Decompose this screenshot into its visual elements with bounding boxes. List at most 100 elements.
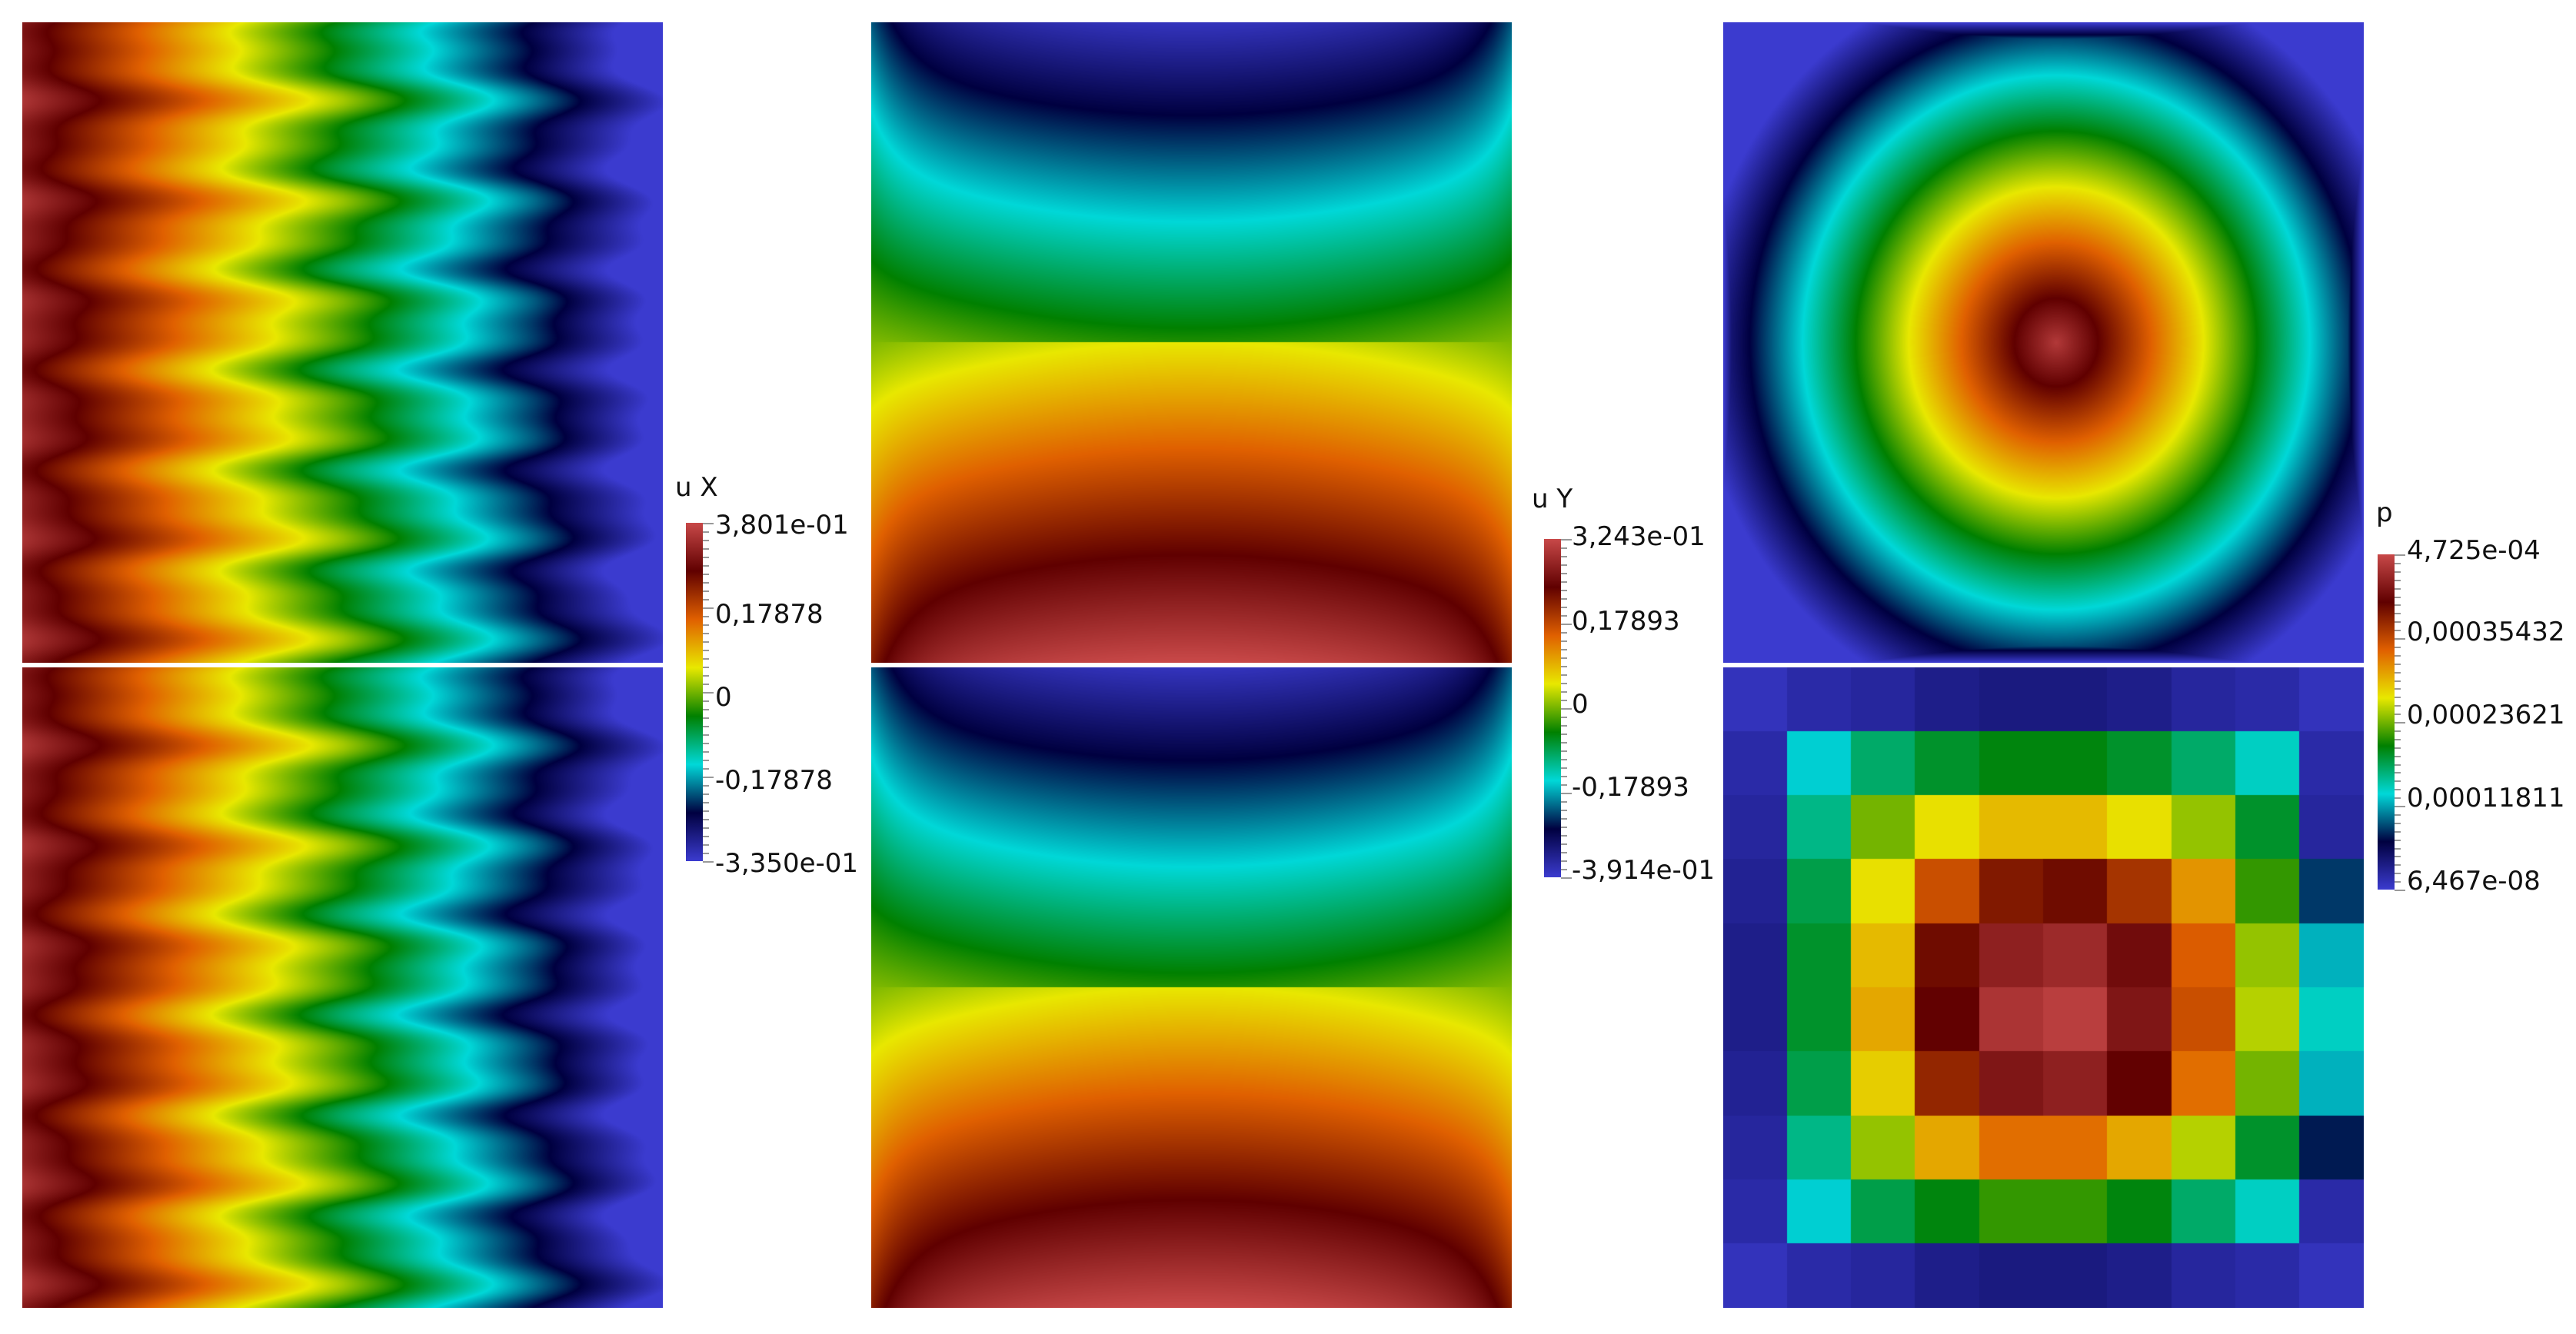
legend-p-mid-1: 0,00035432 bbox=[2407, 617, 2565, 647]
colorbar-tick bbox=[1561, 573, 1567, 574]
colorbar-tick bbox=[1561, 810, 1567, 811]
uy-field-bottom-canvas bbox=[871, 667, 1512, 1308]
colorbar-tick bbox=[2395, 772, 2401, 774]
colorbar-tick bbox=[2395, 763, 2401, 766]
colorbar-tick bbox=[1561, 843, 1567, 845]
colorbar-tick bbox=[703, 599, 709, 600]
ux-field-bottom bbox=[22, 667, 663, 1308]
colorbar-tick bbox=[1561, 615, 1567, 617]
colorbar-tick bbox=[1561, 869, 1567, 870]
colorbar-tick bbox=[703, 726, 709, 727]
colorbar-tick bbox=[2395, 806, 2405, 807]
colorbar-tick bbox=[703, 844, 709, 846]
colorbar-tick bbox=[703, 836, 709, 837]
colorbar-tick bbox=[1561, 581, 1567, 583]
colorbar-tick bbox=[703, 827, 709, 829]
colorbar-tick bbox=[1561, 666, 1567, 667]
legend-ux-mid-1: 0,17878 bbox=[715, 599, 824, 630]
legend-p-max: 4,725e-04 bbox=[2407, 535, 2541, 566]
uy-field-top bbox=[871, 22, 1512, 663]
legend-p-colorbar bbox=[2378, 554, 2395, 890]
colorbar-tick bbox=[1561, 759, 1567, 760]
colorbar-tick bbox=[703, 531, 709, 533]
colorbar-tick bbox=[703, 717, 709, 719]
legend-ux: u X 3,801e-01 0,17878 0 -0,17878 -3,350e… bbox=[669, 469, 869, 877]
legend-ux-mid-2: 0 bbox=[715, 682, 732, 713]
colorbar-tick bbox=[2395, 562, 2401, 564]
colorbar-tick bbox=[1561, 860, 1567, 862]
colorbar-tick bbox=[2395, 688, 2401, 690]
colorbar-tick bbox=[1561, 691, 1567, 693]
legend-uy-colorbar bbox=[1544, 539, 1561, 877]
colorbar-tick bbox=[1561, 767, 1567, 769]
colorbar-tick bbox=[1561, 598, 1567, 600]
p-field-smooth-canvas bbox=[1723, 22, 2364, 663]
colorbar-tick bbox=[2395, 587, 2401, 590]
legend-uy: u Y 3,243e-01 0,17893 0 -0,17893 -3,914e… bbox=[1519, 481, 1719, 888]
colorbar-tick bbox=[2395, 839, 2401, 841]
colorbar-tick bbox=[1561, 784, 1567, 786]
colorbar-tick bbox=[703, 692, 714, 694]
colorbar-tick bbox=[2395, 630, 2401, 632]
colorbar-tick bbox=[2395, 638, 2405, 640]
colorbar-tick bbox=[2395, 864, 2401, 867]
colorbar-tick bbox=[703, 785, 709, 787]
colorbar-tick bbox=[1561, 564, 1567, 566]
colorbar-tick bbox=[703, 751, 709, 753]
legend-ux-max: 3,801e-01 bbox=[715, 510, 849, 541]
colorbar-tick bbox=[1561, 547, 1567, 549]
colorbar-tick bbox=[703, 523, 714, 524]
colorbar-tick bbox=[1561, 657, 1567, 659]
colorbar-tick bbox=[703, 633, 709, 634]
colorbar-tick bbox=[1561, 700, 1567, 701]
colorbar-tick bbox=[2395, 747, 2401, 749]
legend-uy-max: 3,243e-01 bbox=[1572, 521, 1706, 552]
colorbar-tick bbox=[703, 590, 709, 592]
colorbar-tick bbox=[1561, 852, 1567, 853]
colorbar-tick bbox=[2395, 722, 2405, 724]
colorbar-tick bbox=[703, 853, 709, 854]
colorbar-tick bbox=[703, 616, 709, 617]
ux-field-top-canvas bbox=[22, 22, 663, 663]
colorbar-tick bbox=[1561, 556, 1567, 557]
colorbar-tick bbox=[703, 667, 709, 668]
colorbar-tick bbox=[703, 819, 709, 820]
colorbar-tick bbox=[703, 793, 709, 795]
colorbar-tick bbox=[1561, 725, 1567, 727]
colorbar-tick bbox=[1561, 539, 1572, 541]
colorbar-tick bbox=[703, 709, 709, 710]
colorbar-tick bbox=[2395, 714, 2401, 716]
colorbar-tick bbox=[2395, 654, 2401, 657]
legend-p-min: 6,467e-08 bbox=[2407, 866, 2541, 897]
colorbar-tick bbox=[1561, 793, 1572, 794]
colorbar-tick bbox=[703, 658, 709, 660]
colorbar-tick bbox=[703, 557, 709, 558]
colorbar-tick bbox=[2395, 571, 2401, 573]
colorbar-tick bbox=[2395, 738, 2401, 740]
colorbar-tick bbox=[703, 802, 709, 803]
colorbar-tick bbox=[2395, 813, 2401, 816]
colorbar-tick bbox=[2395, 621, 2401, 624]
colorbar-tick bbox=[703, 548, 709, 550]
colorbar-tick bbox=[1561, 607, 1567, 608]
colorbar-tick bbox=[703, 675, 709, 677]
colorbar-tick bbox=[1561, 818, 1567, 820]
colorbar-tick bbox=[2395, 730, 2401, 732]
colorbar-tick bbox=[703, 650, 709, 651]
legend-uy-title: u Y bbox=[1532, 484, 1573, 514]
p-field-smooth bbox=[1723, 22, 2364, 663]
colorbar-tick bbox=[2395, 789, 2401, 791]
colorbar-tick bbox=[703, 574, 709, 575]
colorbar-tick bbox=[1561, 776, 1567, 777]
colorbar-tick bbox=[2395, 671, 2401, 674]
ux-field-bottom-canvas bbox=[22, 667, 663, 1308]
colorbar-tick bbox=[1561, 640, 1567, 642]
colorbar-tick bbox=[2395, 847, 2401, 850]
legend-ux-mid-3: -0,17878 bbox=[715, 765, 833, 796]
colorbar-tick bbox=[2395, 873, 2401, 875]
colorbar-tick bbox=[1561, 590, 1567, 591]
colorbar-tick bbox=[2395, 613, 2401, 615]
legend-ux-colorbar bbox=[686, 523, 703, 861]
colorbar-tick bbox=[2395, 797, 2401, 800]
legend-p: p 4,725e-04 0,00035432 0,00023621 0,0001… bbox=[2370, 496, 2574, 896]
